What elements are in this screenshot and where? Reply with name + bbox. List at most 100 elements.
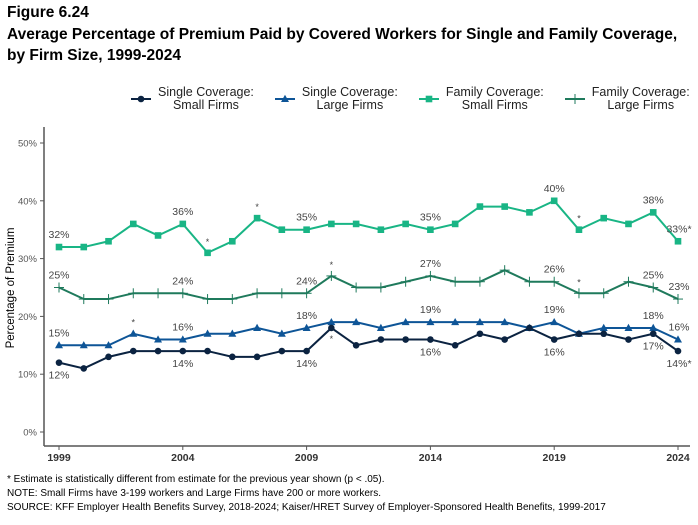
- data-point: [526, 324, 533, 332]
- data-point: [277, 329, 286, 337]
- legend-label: Single Coverage: Small Firms: [158, 85, 254, 112]
- significance-marker: *: [577, 214, 581, 224]
- significance-marker: *: [206, 237, 210, 247]
- data-point: [80, 365, 88, 372]
- data-point: [501, 336, 508, 343]
- legend-item: Single Coverage: Large Firms: [274, 86, 398, 112]
- data-point: [649, 323, 658, 331]
- legend-marker: [280, 94, 289, 102]
- data-point: [475, 317, 484, 326]
- data-label: 27%: [420, 258, 441, 270]
- x-tick-label: 2004: [171, 452, 195, 464]
- data-point: [674, 237, 682, 245]
- data-point: [55, 341, 63, 349]
- data-point: [204, 347, 211, 355]
- series-2: 32% 36% 35% 35% 40% 38% 33%* * * *: [48, 183, 692, 257]
- x-tick-label: 2024: [666, 452, 690, 464]
- data-point: [105, 353, 112, 361]
- y-tick-label: 10%: [18, 370, 38, 381]
- data-label: 14%: [296, 358, 317, 370]
- data-point: [674, 347, 682, 355]
- data-point: [179, 347, 187, 355]
- legend-item: Family Coverage: Small Firms: [418, 86, 544, 112]
- x-tick-label: 2009: [295, 452, 319, 464]
- y-axis-label: Percentage of Premium: [5, 228, 17, 349]
- data-point: [228, 329, 237, 337]
- data-point: [129, 220, 137, 228]
- legend-marker: [425, 95, 433, 103]
- data-point: [649, 209, 657, 216]
- data-point: [550, 317, 559, 326]
- significance-marker: *: [577, 277, 581, 287]
- data-point: [500, 317, 509, 326]
- data-point: [154, 232, 162, 239]
- data-label: 17%: [643, 341, 664, 353]
- series-line: [59, 199, 679, 255]
- data-point: [575, 330, 583, 338]
- data-label: 16%: [544, 347, 565, 359]
- data-label: 23%: [668, 281, 689, 293]
- data-point: [278, 347, 286, 355]
- data-label: 18%: [643, 310, 664, 322]
- data-label: 40%: [544, 183, 565, 195]
- data-point: [302, 323, 311, 331]
- data-label: 25%: [48, 270, 69, 282]
- data-label: 33%*: [666, 223, 691, 235]
- figure-label: Figure 6.24: [7, 4, 89, 21]
- legend-swatch: [418, 95, 439, 103]
- legend-marker: [137, 95, 145, 103]
- series-0: 12% 14% 14% 16% 16% 17%14%* *: [48, 324, 692, 382]
- data-point: [451, 220, 459, 228]
- notes: * Estimate is statistically different fr…: [7, 473, 606, 515]
- data-label: 26%: [544, 264, 565, 276]
- y-tick-label: 30%: [18, 254, 38, 265]
- data-label: 14%*: [666, 358, 691, 370]
- data-point: [401, 317, 410, 326]
- data-point: [154, 335, 163, 343]
- data-label: 38%: [643, 194, 664, 206]
- note-firm-size: NOTE: Small Firms have 3-199 workers and…: [7, 488, 382, 499]
- data-point: [55, 359, 63, 366]
- data-point: [303, 347, 310, 355]
- data-label: 15%: [48, 327, 69, 339]
- data-label: 18%: [296, 310, 317, 322]
- data-point: [352, 220, 360, 228]
- data-point: [229, 237, 236, 245]
- data-label: 32%: [48, 229, 69, 241]
- significance-marker: *: [330, 260, 334, 270]
- data-point: [376, 323, 385, 331]
- legend-swatch: [274, 94, 295, 102]
- data-point: [179, 220, 187, 228]
- data-label: 16%: [172, 322, 193, 334]
- data-point: [104, 341, 113, 349]
- data-point: [600, 214, 608, 222]
- x-tick-label: 1999: [47, 452, 71, 464]
- legend-swatch: [131, 95, 151, 103]
- data-point: [105, 237, 112, 245]
- data-point: [377, 336, 385, 343]
- data-point: [550, 197, 558, 205]
- data-point: [427, 336, 434, 343]
- data-point: [575, 226, 583, 233]
- y-tick-label: 40%: [18, 196, 38, 207]
- data-point: [203, 329, 212, 337]
- data-point: [625, 220, 632, 228]
- y-tick-label: 20%: [18, 312, 38, 323]
- x-tick-label: 2014: [419, 452, 443, 464]
- data-point: [600, 330, 608, 338]
- data-point: [476, 330, 484, 338]
- series-1: 15% 16% 18% 19% 19% 18% 16% *: [48, 304, 690, 349]
- legend-swatch: [564, 94, 585, 104]
- data-point: [427, 226, 434, 233]
- data-label: 19%: [420, 304, 441, 316]
- data-point: [303, 226, 310, 233]
- data-point: [501, 203, 508, 210]
- data-point: [649, 330, 657, 338]
- data-point: [476, 203, 484, 210]
- data-label: 35%: [296, 212, 317, 224]
- data-label: 24%: [296, 275, 317, 287]
- data-point: [451, 342, 459, 349]
- data-point: [674, 335, 682, 343]
- data-point: [204, 249, 211, 257]
- data-label: 14%: [172, 358, 193, 370]
